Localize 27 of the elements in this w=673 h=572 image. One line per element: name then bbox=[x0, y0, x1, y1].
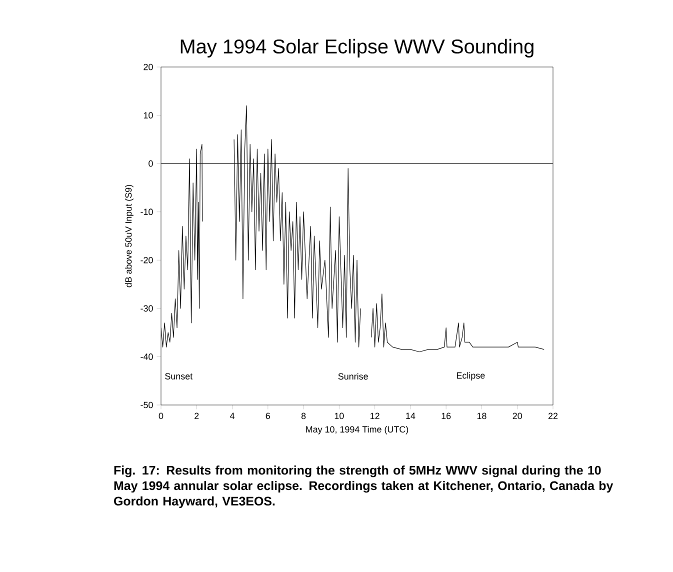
annotation: Eclipse bbox=[456, 372, 485, 380]
x-tick-label: 2 bbox=[194, 412, 199, 420]
x-tick-label: 12 bbox=[370, 412, 380, 420]
x-tick-label: 0 bbox=[158, 412, 164, 420]
annotation: Sunset bbox=[165, 373, 193, 380]
y-tick-label: 20 bbox=[144, 64, 153, 70]
x-tick-label: 18 bbox=[477, 412, 486, 420]
caption: Fig. 17: Results from monitoring the strength of 5MHz WWV signal during the 10 May 1994 annular solar eclipse. Recordings taken at Kitchener, Ontario, Canada by Gordon Hayward, VE3EOS. bbox=[114, 466, 614, 508]
y-axis-title: dB above 50uV Input (S9) bbox=[125, 184, 134, 288]
y-tick-label: -50 bbox=[140, 402, 153, 408]
x-tick-label: 10 bbox=[334, 412, 344, 420]
chart-title: May 1994 Solar Eclipse WWV Sounding bbox=[180, 38, 534, 58]
x-tick-label: 20 bbox=[512, 412, 522, 420]
y-tick-label: -20 bbox=[140, 256, 153, 264]
x-tick-label: 14 bbox=[406, 412, 416, 419]
y-tick-label: -10 bbox=[140, 208, 153, 216]
x-tick-label: 4 bbox=[230, 412, 234, 419]
x-axis-title: May 10, 1994 Time (UTC) bbox=[306, 426, 408, 434]
y-tick-label: 0 bbox=[148, 160, 153, 167]
x-tick-label: 22 bbox=[548, 412, 558, 420]
x-tick-label: 6 bbox=[266, 412, 270, 420]
x-tick-label: 16 bbox=[442, 412, 451, 420]
y-tick-label: -40 bbox=[140, 354, 153, 360]
x-tick-label: 8 bbox=[301, 412, 306, 420]
annotation: Sunrise bbox=[338, 372, 368, 380]
y-tick-label: -30 bbox=[140, 305, 153, 312]
y-tick-label: 10 bbox=[144, 112, 153, 118]
